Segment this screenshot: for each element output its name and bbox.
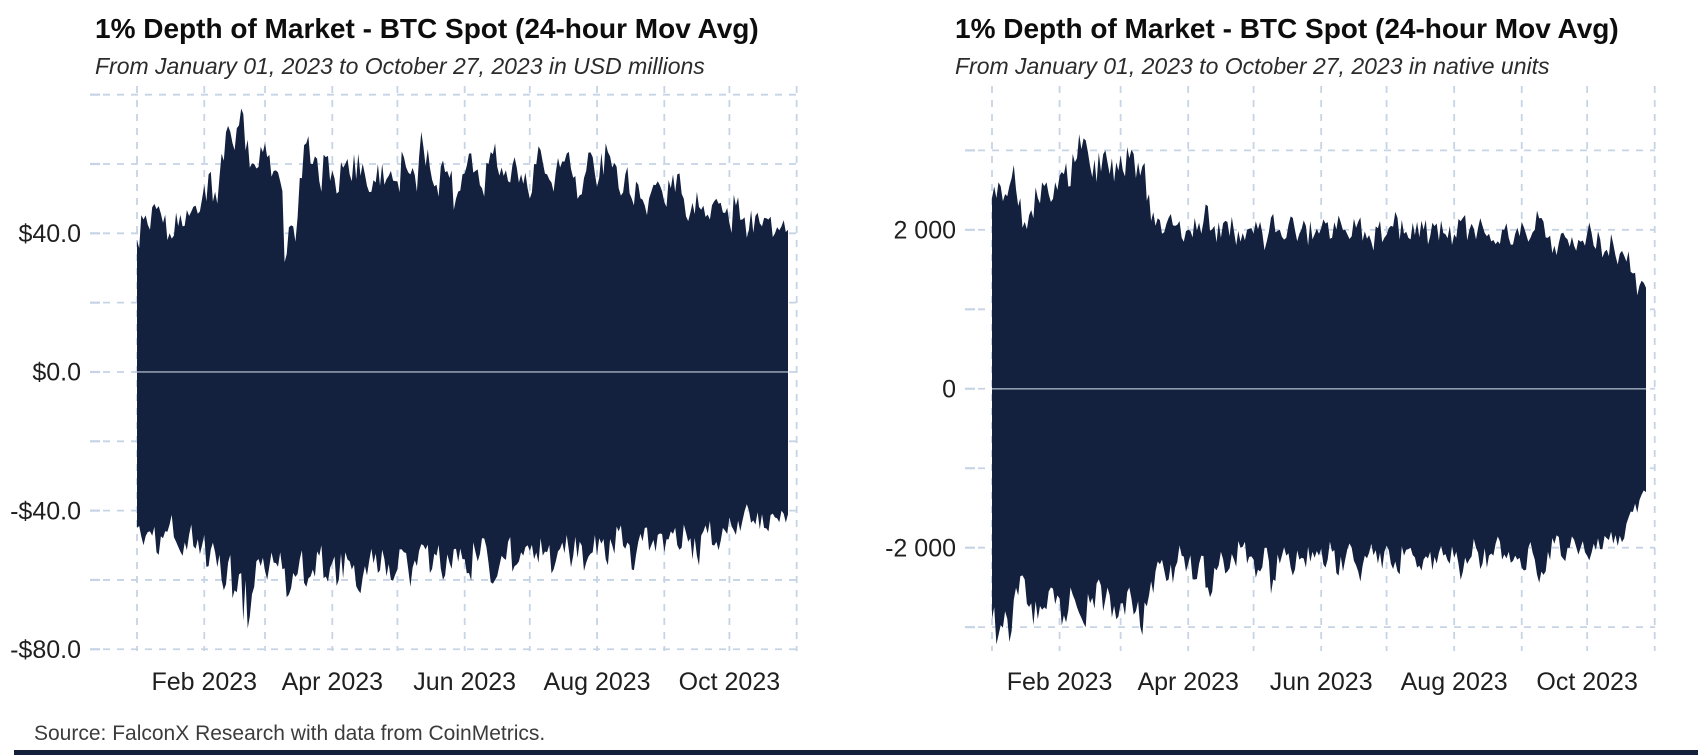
- x-tick-label: Oct 2023: [1536, 668, 1637, 696]
- x-tick-label: Oct 2023: [679, 668, 780, 696]
- y-tick-label: -$80.0: [10, 636, 81, 664]
- x-tick-label: Aug 2023: [1401, 668, 1508, 696]
- y-tick-label: 0: [942, 376, 956, 404]
- x-tick-label: Jun 2023: [413, 668, 516, 696]
- x-tick-label: Apr 2023: [1137, 668, 1238, 696]
- right-chart-subtitle: From January 01, 2023 to October 27, 202…: [955, 53, 1550, 79]
- y-tick-label: $40.0: [18, 220, 81, 248]
- y-tick-label: -$40.0: [10, 497, 81, 525]
- x-tick-label: Jun 2023: [1270, 668, 1373, 696]
- x-tick-label: Feb 2023: [151, 668, 257, 696]
- y-tick-label: $0.0: [32, 359, 81, 387]
- right-chart-title: 1% Depth of Market - BTC Spot (24-hour M…: [955, 13, 1619, 44]
- x-tick-label: Feb 2023: [1007, 668, 1113, 696]
- x-tick-label: Aug 2023: [544, 668, 651, 696]
- left-chart-subtitle: From January 01, 2023 to October 27, 202…: [95, 53, 705, 79]
- source-note: Source: FalconX Research with data from …: [34, 722, 546, 745]
- left-chart-title: 1% Depth of Market - BTC Spot (24-hour M…: [95, 13, 759, 44]
- footer-bar: [14, 750, 1698, 755]
- y-tick-label: -2 000: [885, 534, 956, 562]
- depth-area: [137, 108, 788, 629]
- x-tick-label: Apr 2023: [282, 668, 383, 696]
- y-tick-label: 2 000: [893, 217, 956, 245]
